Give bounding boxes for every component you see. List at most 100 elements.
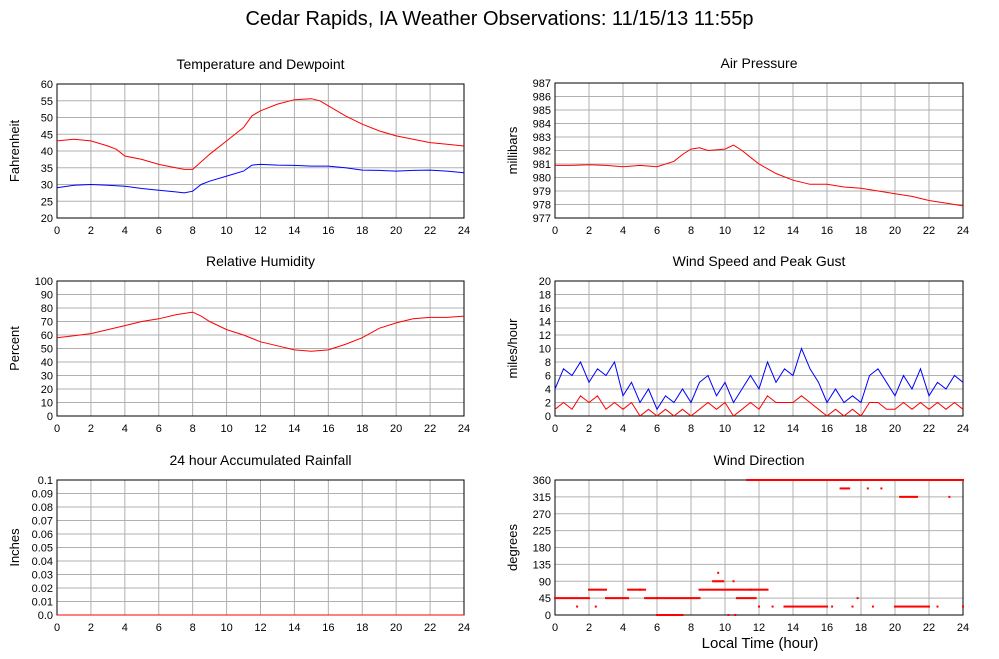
- direction-point: [703, 588, 706, 591]
- direction-point: [708, 588, 711, 591]
- direction-point: [878, 479, 881, 481]
- direction-point: [739, 588, 742, 591]
- direction-point: [627, 588, 630, 591]
- direction-point: [904, 605, 907, 608]
- direction-point: [936, 479, 939, 481]
- direction-point: [822, 479, 825, 481]
- direction-point: [877, 479, 879, 481]
- direction-point: [785, 479, 788, 481]
- direction-point: [686, 597, 689, 600]
- direction-xtick-label: 16: [821, 622, 833, 634]
- direction-point: [962, 479, 964, 481]
- direction-point: [916, 479, 919, 481]
- direction-point: [883, 479, 886, 481]
- direction-point: [841, 479, 844, 481]
- direction-point: [572, 597, 575, 600]
- rain-xtick-label: 16: [322, 622, 334, 634]
- direction-point: [805, 605, 808, 608]
- direction-point: [698, 588, 701, 591]
- direction-point: [793, 605, 796, 608]
- direction-point: [785, 605, 788, 608]
- direction-point: [734, 588, 737, 591]
- direction-point: [941, 479, 944, 481]
- temp-xtick-label: 20: [390, 225, 402, 237]
- direction-point: [819, 605, 822, 608]
- direction-point: [707, 588, 709, 591]
- direction-point: [761, 588, 764, 591]
- direction-point: [882, 479, 885, 481]
- direction-point: [914, 479, 917, 481]
- wind-xtick-label: 2: [586, 423, 592, 435]
- direction-point: [639, 588, 641, 591]
- temp-xtick-label: 0: [54, 225, 60, 237]
- direction-point: [664, 614, 667, 616]
- direction-point: [924, 479, 927, 481]
- direction-point: [853, 479, 856, 481]
- pressure-xtick-label: 12: [753, 225, 765, 237]
- direction-point: [839, 479, 842, 481]
- direction-point: [793, 479, 796, 481]
- direction-point: [710, 588, 713, 591]
- humidity-ytick-label: 90: [41, 290, 53, 302]
- humidity-xtick-label: 4: [122, 423, 128, 435]
- direction-point: [690, 597, 692, 600]
- pressure-title: Air Pressure: [720, 55, 797, 71]
- direction-point: [615, 597, 618, 600]
- direction-point: [792, 479, 794, 481]
- wind-ytick-label: 18: [539, 290, 551, 302]
- rain-xtick-label: 8: [190, 622, 196, 634]
- direction-point: [909, 495, 912, 498]
- direction-point: [737, 588, 740, 591]
- rain-ytick-label: 0.03: [32, 570, 53, 582]
- direction-point: [741, 588, 743, 591]
- direction-point: [662, 597, 665, 600]
- direction-point: [588, 597, 590, 600]
- direction-point: [720, 588, 723, 591]
- direction-point: [880, 479, 883, 481]
- temp-chart: Temperature and Dewpoint2025303540455055…: [7, 56, 470, 237]
- direction-point: [790, 479, 793, 481]
- direction-point: [654, 597, 657, 600]
- direction-point: [661, 597, 664, 600]
- direction-point: [786, 479, 789, 481]
- direction-point: [671, 614, 674, 616]
- humidity-ytick-label: 30: [41, 371, 53, 383]
- direction-point: [810, 479, 813, 481]
- direction-point: [912, 495, 915, 498]
- direction-point: [727, 588, 730, 591]
- direction-point: [559, 597, 562, 600]
- rain-ytick-label: 0.08: [32, 502, 53, 514]
- direction-xtick-label: 4: [620, 622, 626, 634]
- direction-point: [713, 588, 716, 591]
- direction-point: [916, 495, 919, 498]
- direction-point: [627, 597, 630, 600]
- direction-point: [735, 588, 738, 591]
- direction-point: [715, 580, 718, 583]
- direction-xtick-label: 24: [957, 622, 969, 634]
- direction-point: [798, 479, 801, 481]
- direction-point: [562, 597, 565, 600]
- direction-point: [783, 479, 786, 481]
- direction-point: [729, 588, 732, 591]
- direction-point: [919, 479, 922, 481]
- direction-point: [589, 588, 592, 591]
- direction-point: [642, 588, 645, 591]
- direction-point: [783, 605, 786, 608]
- direction-ytick-label: 135: [533, 559, 551, 571]
- direction-point: [571, 597, 573, 600]
- direction-point: [605, 597, 607, 600]
- direction-point: [684, 597, 687, 600]
- direction-point: [640, 588, 643, 591]
- pressure-xtick-label: 2: [586, 225, 592, 237]
- direction-point: [635, 588, 638, 591]
- rain-xtick-label: 4: [122, 622, 128, 634]
- temp-xtick-label: 8: [190, 225, 196, 237]
- direction-point: [775, 479, 777, 481]
- direction-ytick-label: 315: [533, 492, 551, 504]
- direction-point: [752, 597, 755, 600]
- direction-point: [747, 479, 750, 481]
- direction-point: [928, 479, 930, 481]
- direction-title: Wind Direction: [713, 452, 804, 468]
- direction-point: [637, 588, 640, 591]
- direction-point: [905, 605, 908, 608]
